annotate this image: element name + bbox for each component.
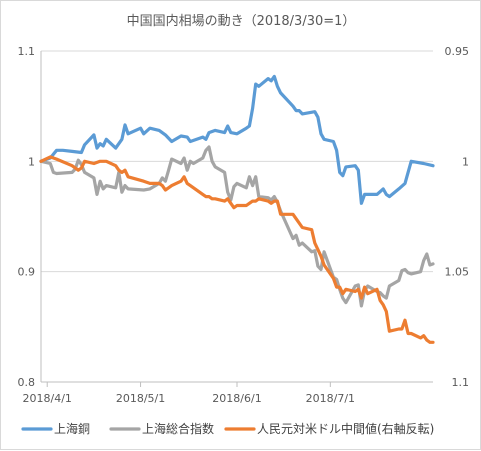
series-line-2 — [39, 145, 435, 308]
x-tick-label: 2018/5/1 — [116, 392, 165, 405]
axes: 0.8 0.9 1 1.1 0.95 1 1.05 1.1 2018/4/1 2018/5/1 20… — [18, 45, 470, 405]
legend: 上海銅 上海総合指数 人民元対米ドル中間値(右軸反転) — [21, 421, 434, 436]
x-tick-label: 2018/6/1 — [212, 392, 261, 405]
y-right-tick-label: 0.95 — [445, 45, 470, 58]
x-tick-label: 2018/7/1 — [306, 392, 355, 405]
y-left-tick-label: 0.8 — [18, 376, 36, 389]
gridlines — [41, 50, 433, 383]
x-tick-label: 2018/4/1 — [23, 392, 72, 405]
legend-label: 上海総合指数 — [142, 421, 214, 436]
series-lines — [39, 74, 435, 344]
y-right-tick-label: 1.1 — [452, 376, 470, 389]
y-right-tick-label: 1.05 — [445, 266, 470, 279]
y-right-tick-label: 1 — [462, 155, 469, 168]
series-line-1 — [39, 74, 435, 205]
series-line-3 — [39, 155, 435, 344]
legend-label: 上海銅 — [54, 421, 90, 436]
y-left-tick-label: 1 — [28, 155, 35, 168]
chart-title: 中国国内相場の動き（2018/3/30=1） — [127, 13, 356, 29]
legend-label: 人民元対米ドル中間値(右軸反転) — [257, 421, 434, 436]
y-left-tick-label: 0.9 — [18, 266, 36, 279]
y-left-tick-label: 1.1 — [18, 45, 36, 58]
